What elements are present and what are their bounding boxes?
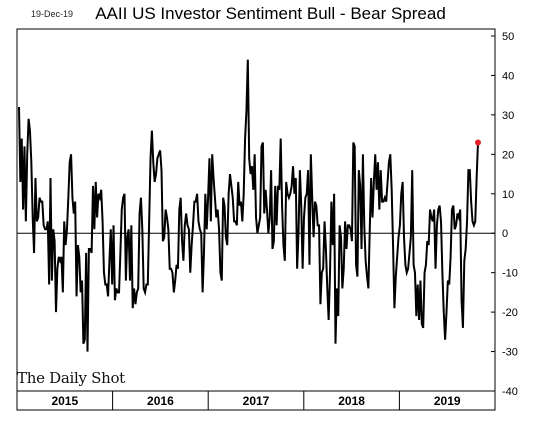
- y-axis: 50 40 30 20 10 0 -10 -20 -30 -40: [491, 31, 518, 398]
- y-tick-label: 20: [502, 149, 514, 161]
- y-tick-label: -20: [502, 307, 518, 319]
- last-point-marker: [475, 139, 481, 146]
- plot-border: [16, 28, 496, 411]
- y-tick-label: -30: [502, 347, 518, 359]
- chart-title: AAII US Investor Sentiment Bull - Bear S…: [95, 4, 446, 23]
- series-layer: [18, 59, 481, 352]
- y-tick-label: -40: [502, 386, 518, 398]
- chart-frame: [16, 28, 496, 411]
- x-tick-label: 2015: [51, 394, 78, 408]
- series-line: [18, 59, 479, 352]
- y-tick-label: 50: [502, 31, 514, 43]
- y-tick-label: 30: [502, 110, 514, 122]
- x-tick-label: 2017: [243, 394, 270, 408]
- x-tick-label: 2019: [434, 394, 461, 408]
- y-tick-label: 0: [502, 228, 508, 240]
- brand-logo: The Daily Shot: [17, 369, 125, 387]
- x-tick-label: 2018: [338, 394, 365, 408]
- y-tick-label: 10: [502, 189, 514, 201]
- y-tick-label: -10: [502, 268, 518, 280]
- x-tick-label: 2016: [147, 394, 174, 408]
- y-tick-label: 40: [502, 70, 514, 82]
- date-label: 19-Dec-19: [31, 9, 74, 19]
- x-axis: 2015 2016 2017 2018 2019: [16, 391, 496, 410]
